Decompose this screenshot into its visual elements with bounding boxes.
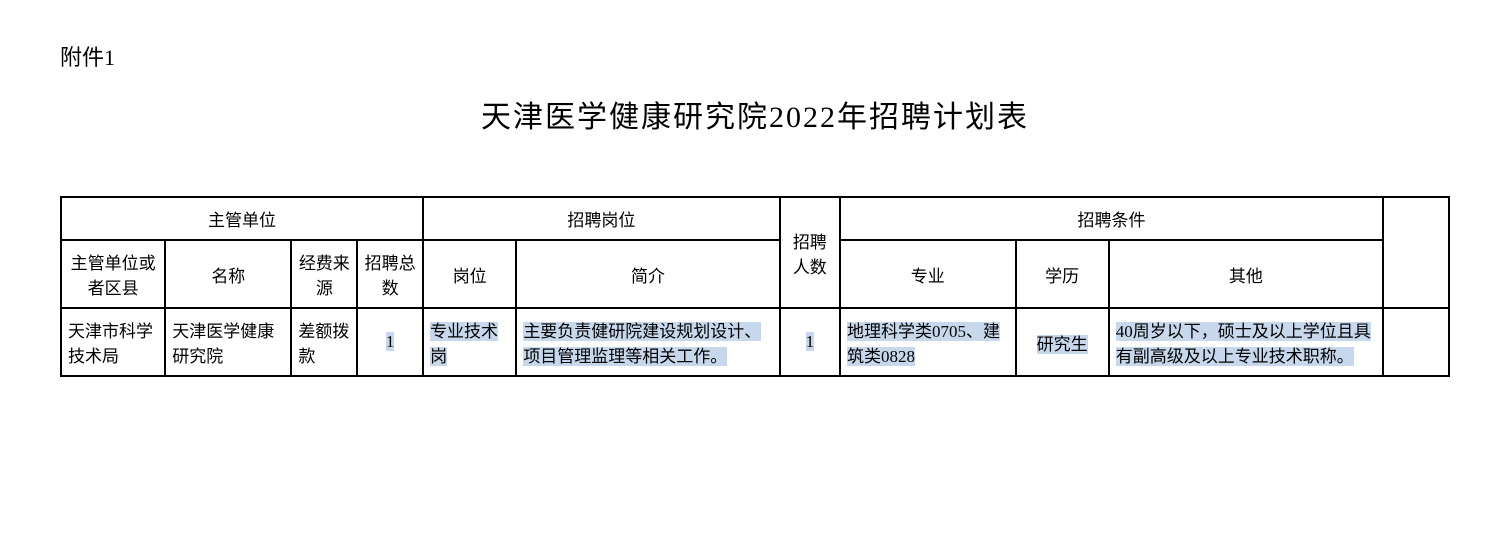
table-row: 天津市科学技术局 天津医学健康研究院 差额拨款 1 专业技术岗 主要负责健研院建… xyxy=(61,308,1449,376)
document-title: 天津医学健康研究院2022年招聘计划表 xyxy=(60,92,1450,136)
subheader-district: 主管单位或者区县 xyxy=(61,240,165,308)
subheader-major: 专业 xyxy=(840,240,1016,308)
subheader-other: 其他 xyxy=(1109,240,1383,308)
header-supervisor-group: 主管单位 xyxy=(61,197,423,240)
cell-other: 40周岁以下，硕士及以上学位且具有副高级及以上专业技术职称。 xyxy=(1109,308,1383,376)
cell-major: 地理科学类0705、建筑类0828 xyxy=(840,308,1016,376)
cell-count: 1 xyxy=(780,308,840,376)
subheader-education: 学历 xyxy=(1016,240,1109,308)
header-position-group: 招聘岗位 xyxy=(423,197,780,240)
subheader-desc: 简介 xyxy=(516,240,779,308)
cell-name: 天津医学健康研究院 xyxy=(165,308,291,376)
subheader-total: 招聘总数 xyxy=(357,240,423,308)
attachment-label: 附件1 xyxy=(60,40,1450,72)
cell-education: 研究生 xyxy=(1016,308,1109,376)
header-count: 招聘人数 xyxy=(780,197,840,308)
cell-desc: 主要负责健研院建设规划设计、项目管理监理等相关工作。 xyxy=(516,308,779,376)
cell-total: 1 xyxy=(357,308,423,376)
subheader-name: 名称 xyxy=(165,240,291,308)
subheader-position: 岗位 xyxy=(423,240,516,308)
subheader-funding: 经费来源 xyxy=(291,240,357,308)
header-row-2: 主管单位或者区县 名称 经费来源 招聘总数 岗位 简介 专业 学历 其他 xyxy=(61,240,1449,308)
header-row-1: 主管单位 招聘岗位 招聘人数 招聘条件 xyxy=(61,197,1449,240)
recruitment-table: 主管单位 招聘岗位 招聘人数 招聘条件 主管单位或者区县 名称 经费来源 招聘总… xyxy=(60,196,1450,377)
header-empty xyxy=(1383,197,1449,308)
cell-funding: 差额拨款 xyxy=(291,308,357,376)
cell-empty xyxy=(1383,308,1449,376)
cell-position: 专业技术岗 xyxy=(423,308,516,376)
cell-dept: 天津市科学技术局 xyxy=(61,308,165,376)
header-conditions-group: 招聘条件 xyxy=(840,197,1383,240)
